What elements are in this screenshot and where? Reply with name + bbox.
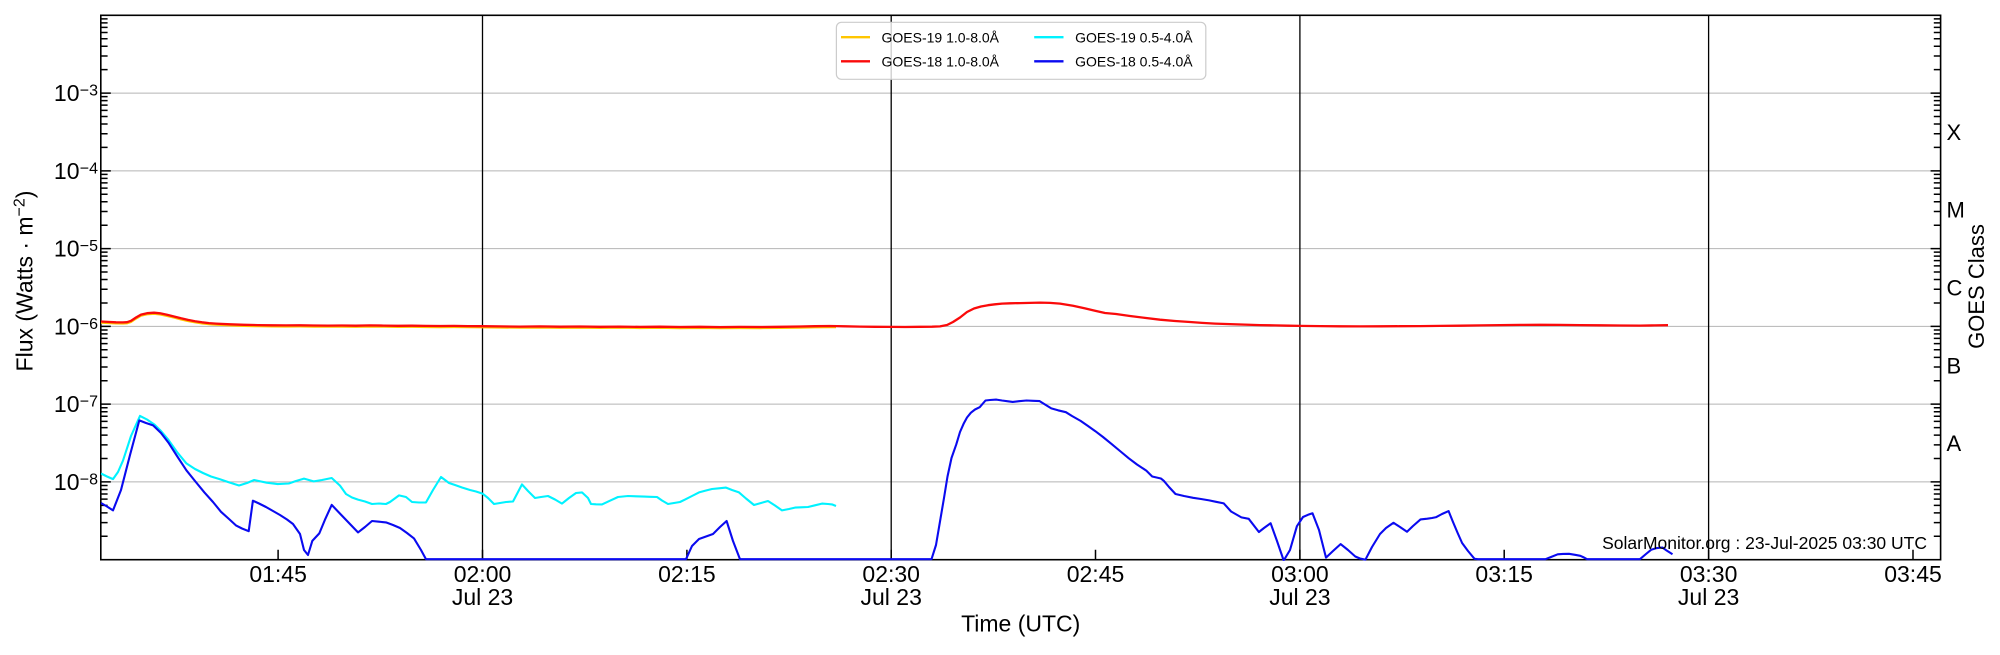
svg-text:GOES-19 1.0-8.0Å: GOES-19 1.0-8.0Å (882, 29, 1000, 45)
svg-text:10: 10 (54, 80, 80, 106)
svg-text:−3: −3 (80, 83, 98, 100)
svg-text:X: X (1947, 120, 1962, 145)
svg-text:GOES-18 1.0-8.0Å: GOES-18 1.0-8.0Å (882, 54, 1000, 70)
svg-text:C: C (1947, 276, 1963, 301)
svg-text:02:00: 02:00 (454, 561, 512, 587)
svg-text:03:00: 03:00 (1271, 561, 1329, 587)
svg-text:02:30: 02:30 (862, 561, 920, 587)
svg-text:10: 10 (54, 158, 80, 184)
svg-text:10: 10 (54, 313, 80, 339)
svg-text:Jul 23: Jul 23 (1678, 584, 1739, 610)
svg-text:A: A (1947, 431, 1962, 456)
svg-text:GOES-18 0.5-4.0Å: GOES-18 0.5-4.0Å (1075, 54, 1193, 70)
svg-text:03:30: 03:30 (1680, 561, 1738, 587)
svg-text:−7: −7 (80, 394, 98, 411)
svg-text:SolarMonitor.org : 23-Jul-2025: SolarMonitor.org : 23-Jul-2025 03:30 UTC (1602, 533, 1927, 553)
svg-text:GOES Class: GOES Class (1964, 224, 1989, 349)
svg-text:−6: −6 (80, 316, 98, 333)
svg-text:Time (UTC): Time (UTC) (961, 610, 1080, 636)
svg-text:10: 10 (54, 391, 80, 417)
svg-text:−4: −4 (80, 160, 98, 177)
svg-text:Jul 23: Jul 23 (861, 584, 922, 610)
svg-text:−5: −5 (80, 238, 98, 255)
svg-text:Jul 23: Jul 23 (1269, 584, 1330, 610)
svg-text:M: M (1947, 198, 1965, 223)
svg-text:02:15: 02:15 (658, 561, 716, 587)
svg-text:Jul 23: Jul 23 (452, 584, 513, 610)
svg-text:Flux (Watts · m−2): Flux (Watts · m−2) (12, 191, 38, 372)
svg-text:B: B (1947, 353, 1962, 378)
svg-text:03:15: 03:15 (1475, 561, 1533, 587)
svg-text:10: 10 (54, 236, 80, 262)
svg-text:10: 10 (54, 469, 80, 495)
svg-text:02:45: 02:45 (1067, 561, 1125, 587)
svg-text:01:45: 01:45 (249, 561, 307, 587)
svg-text:GOES-19 0.5-4.0Å: GOES-19 0.5-4.0Å (1075, 29, 1193, 45)
svg-text:03:45: 03:45 (1884, 561, 1942, 587)
svg-text:−8: −8 (80, 471, 98, 488)
